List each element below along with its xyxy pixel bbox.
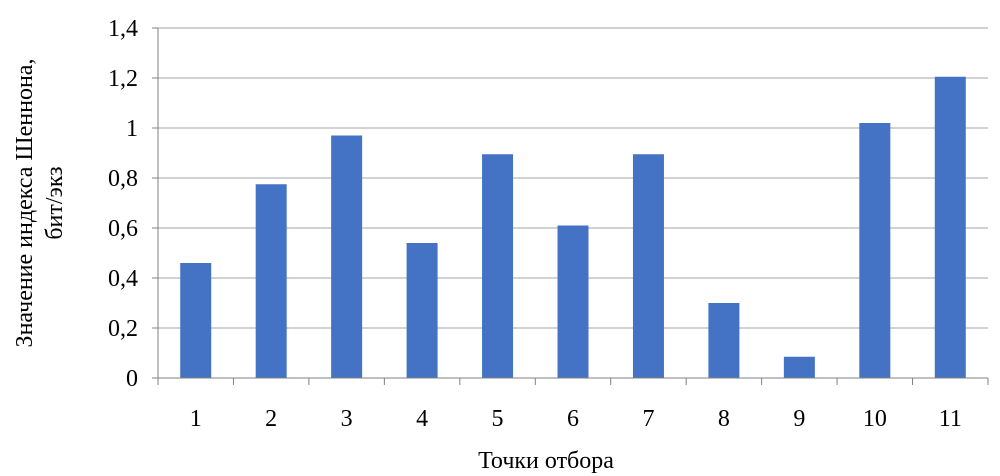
bar: [180, 263, 212, 378]
y-tick-labels: 0 0,2 0,4 0,6 0,8 1 1,2 1,4: [108, 16, 138, 392]
x-tick-label: 1: [190, 406, 202, 432]
y-axis-title-line1: Значение индекса Шеннона,: [12, 59, 38, 348]
y-tick-label: 1: [126, 116, 138, 142]
bar: [406, 243, 438, 378]
y-tick-label: 0,8: [108, 166, 138, 192]
x-tick-label: 10: [863, 406, 887, 432]
bar: [708, 303, 740, 378]
x-tick-label: 2: [265, 406, 277, 432]
bar: [632, 154, 664, 378]
x-tick-label: 5: [492, 406, 504, 432]
y-tick-label: 0: [126, 366, 138, 392]
bar: [859, 123, 891, 378]
x-tick-label: 4: [416, 406, 428, 432]
y-tick-label: 0,4: [108, 266, 138, 292]
x-tick-labels: 1 2 3 4 5 6 7 8 9 10 11: [190, 406, 962, 432]
x-tick-label: 6: [567, 406, 579, 432]
bar: [255, 184, 287, 378]
y-axis-title-line2: бит/экз: [42, 166, 68, 239]
y-tick-label: 1,2: [108, 66, 138, 92]
x-tick-label: 8: [718, 406, 730, 432]
y-tick-label: 1,4: [108, 16, 138, 42]
x-tick-label: 9: [793, 406, 805, 432]
x-tick-label: 11: [939, 406, 962, 432]
y-tick-label: 0,6: [108, 216, 138, 242]
bar: [934, 76, 966, 378]
y-tick-label: 0,2: [108, 316, 138, 342]
bars: [180, 76, 966, 378]
axes: [152, 27, 989, 385]
x-axis-title: Точки отбора: [478, 448, 614, 474]
x-tick-label: 7: [642, 406, 654, 432]
x-tick-label: 3: [341, 406, 353, 432]
bar: [557, 225, 589, 378]
bar: [783, 356, 815, 378]
bar: [482, 154, 514, 378]
bar: [331, 135, 363, 378]
